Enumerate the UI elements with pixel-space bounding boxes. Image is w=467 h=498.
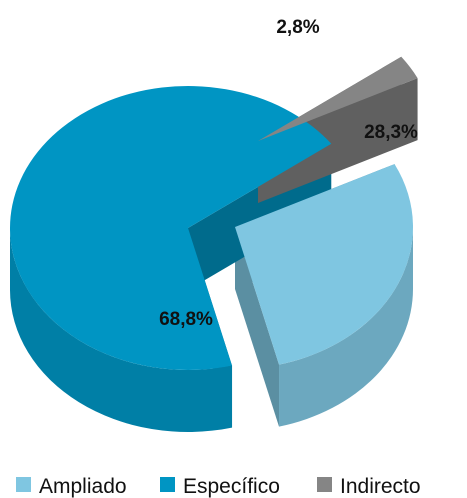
legend-entry-ampliado: Ampliado xyxy=(16,475,127,498)
legend-label-ampliado: Ampliado xyxy=(39,475,127,498)
legend-entry-especifico: Específico xyxy=(160,475,280,498)
legend-entry-indirecto: Indirecto xyxy=(317,475,421,498)
pie-side-ampliado xyxy=(279,227,413,427)
legend-swatch-indirecto xyxy=(317,477,332,492)
pie-slice-indirecto xyxy=(258,56,418,141)
pie-slice-especifico xyxy=(10,86,332,370)
legend-swatch-ampliado xyxy=(16,477,31,492)
legend-swatch-especifico xyxy=(160,477,175,492)
legend-label-indirecto: Indirecto xyxy=(340,475,421,498)
data-label-especifico: 68,8% xyxy=(159,309,213,330)
pie-wall-ampliado-1 xyxy=(235,227,280,427)
pie-side-especifico xyxy=(10,228,233,433)
pie-layer xyxy=(10,56,418,433)
data-label-ampliado: 28,3% xyxy=(364,122,418,143)
data-label-indirecto: 2,8% xyxy=(276,17,319,38)
legend: Ampliado Específico Indirecto xyxy=(16,475,421,498)
legend-label-especifico: Específico xyxy=(183,475,280,498)
pie-wall-indirecto-1 xyxy=(258,78,418,203)
pie-slice-ampliado xyxy=(235,164,413,365)
